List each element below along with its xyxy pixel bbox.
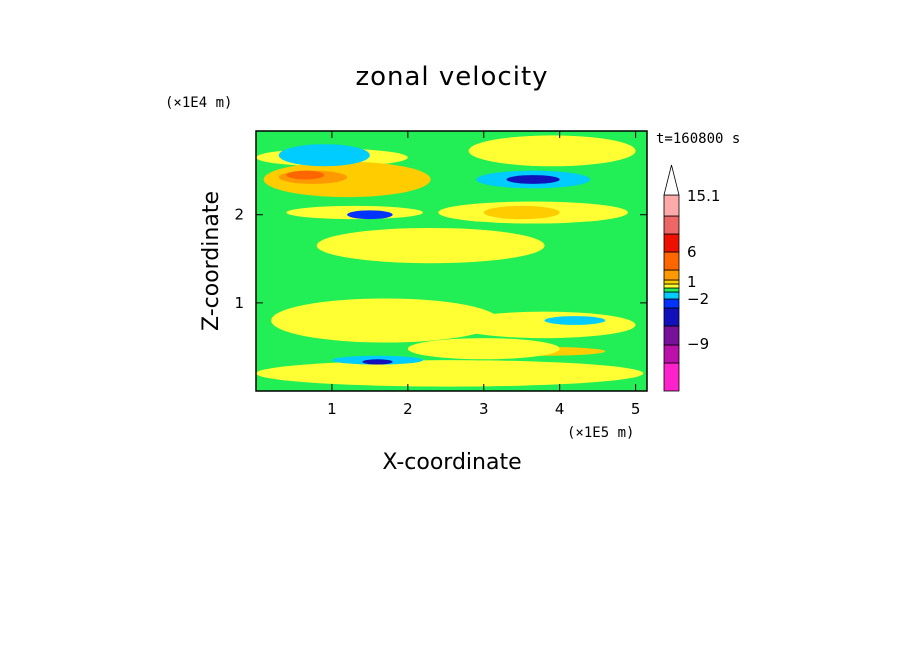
contour-region-red [286,170,325,180]
contour-region-yellow [256,360,644,387]
plot-frame [255,130,648,392]
colorbar-swatch [663,362,680,392]
colorbar-label: 6 [687,243,697,261]
contour-region-orange [483,205,560,220]
y-tick-label: 1 [234,294,244,312]
chart-title: zonal velocity [355,62,548,92]
x-tick-label: 3 [479,400,489,418]
colorbar-swatch [663,194,680,217]
colorbar-swatch [663,307,680,327]
contour-region-yellow [453,311,636,339]
colorbar-swatch [663,269,680,281]
colorbar-label: 15.1 [687,187,720,205]
x-tick-label: 4 [555,400,565,418]
colorbar-swatch [663,291,680,300]
contour-region-yellow [271,298,499,343]
colorbar-arrow [663,164,680,196]
x-ticks: 1 2 3 4 5 [327,131,640,418]
time-label: t=160800 s [656,131,740,147]
colorbar-swatch [663,344,680,364]
y-axis-label: Z-coordinate [199,191,224,331]
colorbar-swatch [663,215,680,235]
y-ticks: 12 [234,206,647,312]
contour-region-blue [506,175,560,184]
x-axis-label: X-coordinate [382,450,521,475]
contour-region-yellow [316,227,545,264]
colorbar-label: −9 [687,335,709,353]
y-tick-label: 2 [234,206,244,224]
colorbar-swatch [663,283,680,289]
x-unit-label: (×1E5 m) [567,425,634,441]
colorbar-swatch [663,233,680,253]
x-tick-label: 5 [631,400,641,418]
contour-region-orange [263,161,431,198]
colorbar-swatch [663,279,680,285]
colorbar-label: 1 [687,273,697,291]
colorbar-swatch [663,251,680,271]
contour-region-cyan [544,316,606,325]
contour-region-yellow [407,338,560,360]
colorbar-swatch [663,287,680,293]
colorbar-label: −2 [687,290,709,308]
y-unit-label: (×1E4 m) [165,95,232,111]
x-tick-label: 2 [403,400,413,418]
colorbar: 15.1 6 1−2 −9 [663,164,720,392]
contour-field [256,131,647,391]
contour-region-blue [362,359,393,365]
colorbar-swatch [663,325,680,346]
contour-region-blue [347,210,393,220]
contour-region-yellow [468,135,636,167]
contour-region-cyan [278,144,370,167]
x-tick-label: 1 [327,400,337,418]
colorbar-swatch [663,298,680,309]
